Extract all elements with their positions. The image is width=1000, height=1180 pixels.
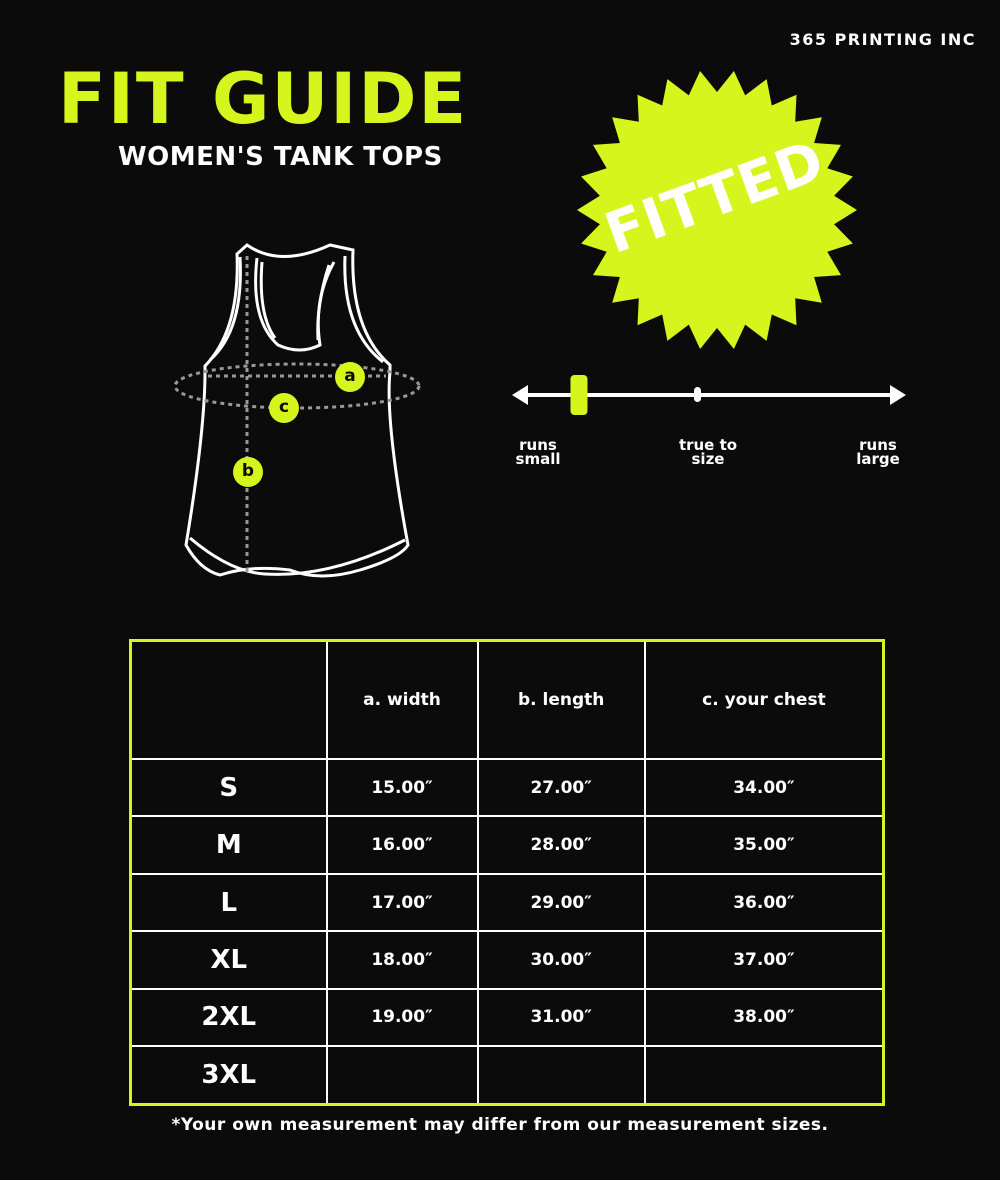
size-cell: 2XL	[129, 987, 328, 1048]
measurement-cell	[476, 1045, 646, 1106]
measurement-cell: 18.00″	[325, 930, 479, 990]
table-row: M 16.00″ 28.00″ 35.00″	[129, 815, 885, 875]
size-cell: 3XL	[129, 1045, 328, 1106]
header-cell	[129, 640, 328, 760]
size-cell: L	[129, 872, 328, 933]
header-cell: a. width	[325, 640, 479, 760]
table-row: 3XL	[129, 1045, 885, 1106]
measurement-cell: 38.00″	[643, 987, 885, 1048]
measurement-cell: 30.00″	[476, 930, 646, 990]
tank-top-illustration	[184, 243, 410, 578]
size-chart-table: a. width b. length c. your chest S 15.00″…	[129, 639, 885, 1106]
fitted-starburst	[577, 71, 857, 349]
fit-scale-slider	[512, 375, 906, 415]
table-row: L 17.00″ 29.00″ 36.00″	[129, 872, 885, 933]
illustrations	[173, 71, 906, 578]
table-header-row: a. width b. length c. your chest	[129, 640, 885, 760]
fit-marker	[570, 375, 588, 415]
brand-name: 365 PRINTING INC	[789, 30, 976, 49]
measurement-cell	[643, 1045, 885, 1106]
label-runs-large: runs large	[856, 436, 900, 468]
table-row: S 15.00″ 27.00″ 34.00″	[129, 757, 885, 818]
marker-b: b	[233, 457, 263, 487]
measurement-cell: 29.00″	[476, 872, 646, 933]
header-cell: b. length	[476, 640, 646, 760]
measurement-cell: 37.00″	[643, 930, 885, 990]
size-cell: M	[129, 815, 328, 875]
measurement-cell: 36.00″	[643, 872, 885, 933]
measurement-cell: 15.00″	[325, 757, 479, 818]
page-subtitle: WOMEN'S TANK TOPS	[118, 142, 443, 172]
measurement-cell: 16.00″	[325, 815, 479, 875]
size-cell: XL	[129, 930, 328, 990]
label-runs-small: runs small	[515, 436, 561, 468]
measurement-cell: 27.00″	[476, 757, 646, 818]
arrow-left-icon	[512, 385, 528, 405]
header-cell: c. your chest	[643, 640, 885, 760]
arrow-right-icon	[890, 385, 906, 405]
measurement-cell	[325, 1045, 479, 1106]
footnote: *Your own measurement may differ from ou…	[171, 1115, 829, 1135]
measurement-cell: 35.00″	[643, 815, 885, 875]
table-row: 2XL 19.00″ 31.00″ 38.00″	[129, 987, 885, 1048]
page-title: FIT GUIDE	[58, 58, 469, 140]
measurement-cell: 17.00″	[325, 872, 479, 933]
measurement-cell: 34.00″	[643, 757, 885, 818]
measurement-guides	[173, 256, 421, 574]
measurement-cell: 28.00″	[476, 815, 646, 875]
label-true-to-size: true to size	[678, 436, 738, 468]
measurement-cell: 19.00″	[325, 987, 479, 1048]
marker-a: a	[335, 362, 365, 392]
table-row: XL 18.00″ 30.00″ 37.00″	[129, 930, 885, 990]
measurement-cell: 31.00″	[476, 987, 646, 1048]
true-to-size-tick	[694, 387, 701, 402]
size-cell: S	[129, 757, 328, 818]
marker-c: c	[269, 393, 299, 423]
